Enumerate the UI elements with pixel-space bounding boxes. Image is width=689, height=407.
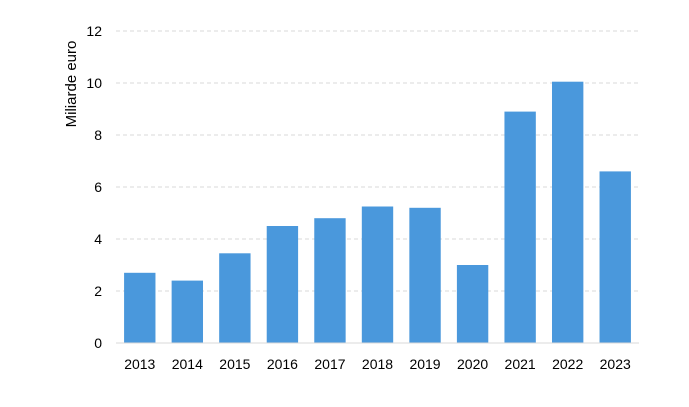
y-tick-label: 10	[86, 75, 102, 91]
y-tick-label: 4	[94, 231, 102, 247]
bar-2014	[171, 280, 204, 343]
x-tick-label: 2013	[124, 356, 155, 372]
x-tick-label: 2022	[552, 356, 583, 372]
x-tick-label: 2019	[409, 356, 440, 372]
bar-2016	[266, 226, 299, 343]
bar-2017	[314, 218, 346, 343]
x-tick-label: 2021	[505, 356, 536, 372]
x-tick-label: 2020	[457, 356, 488, 372]
y-tick-label: 8	[94, 127, 102, 143]
x-tick-label: 2016	[267, 356, 298, 372]
y-tick-label: 0	[94, 335, 102, 351]
bar-2019	[409, 207, 441, 343]
bar-2023	[599, 171, 631, 343]
y-tick-label: 12	[86, 23, 102, 39]
y-tick-label: 6	[94, 179, 102, 195]
x-tick-label: 2014	[172, 356, 203, 372]
x-axis-tick-labels: 2013 2014 2015 2016 2017 2018 2019 2020 2021 2022…	[124, 356, 631, 372]
bar-2013	[124, 272, 156, 343]
x-tick-label: 2018	[362, 356, 393, 372]
bar-2020	[456, 265, 489, 343]
bars	[124, 81, 631, 343]
x-tick-label: 2023	[600, 356, 631, 372]
bar-2021	[504, 111, 536, 343]
x-tick-label: 2017	[314, 356, 345, 372]
y-axis-tick-labels: 0 2 4 6 8 10 12	[86, 23, 102, 351]
bar-2015	[219, 253, 251, 343]
y-tick-label: 2	[94, 283, 102, 299]
bar-2018	[361, 206, 394, 343]
x-tick-label: 2015	[219, 356, 250, 372]
y-axis-title: Miliarde euro	[63, 41, 80, 128]
bar-2022	[551, 81, 584, 343]
gridlines	[116, 30, 639, 292]
